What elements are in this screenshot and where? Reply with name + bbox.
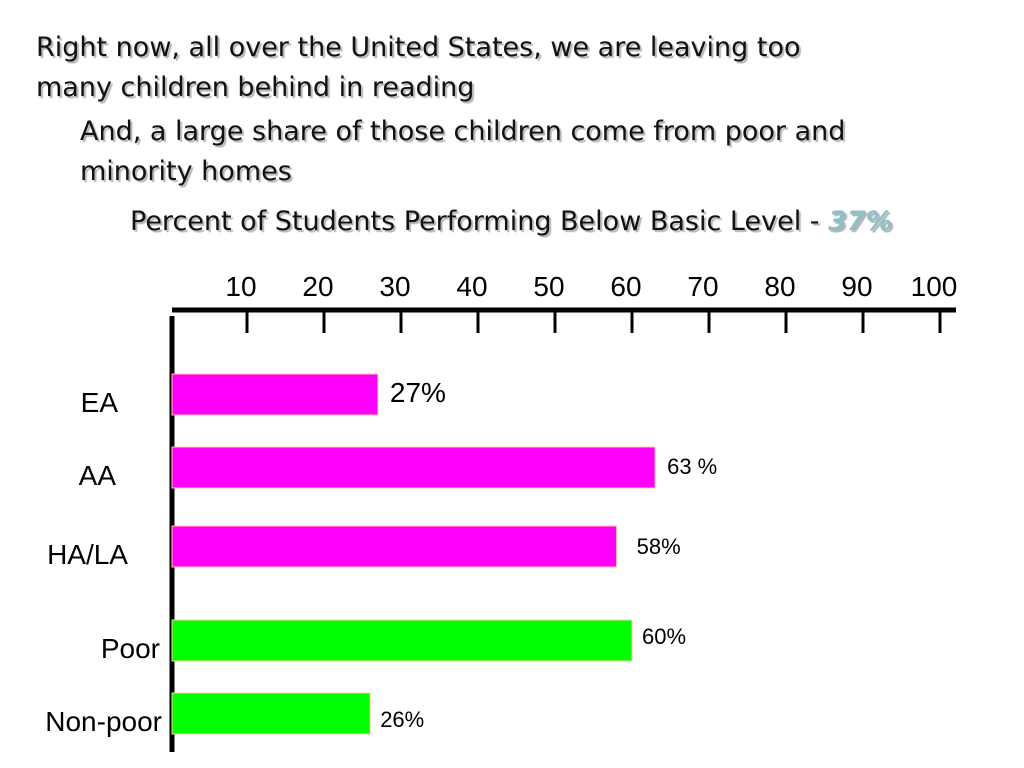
value-label-ha-la: 58% bbox=[637, 534, 681, 559]
category-label-non-poor: Non-poor bbox=[45, 706, 162, 737]
category-label-poor: Poor bbox=[101, 633, 160, 664]
bar-aa bbox=[171, 446, 656, 489]
value-label-poor: 60% bbox=[642, 624, 686, 649]
bar-non-poor bbox=[171, 692, 371, 735]
category-label-ea: EA bbox=[81, 387, 119, 418]
x-tick-label-10: 10 bbox=[225, 271, 256, 302]
value-label-non-poor: 26% bbox=[380, 707, 424, 732]
followup-line-2: minority homes bbox=[80, 156, 292, 187]
x-tick-label-30: 30 bbox=[379, 271, 410, 302]
chart-title: Percent of Students Performing Below Bas… bbox=[130, 204, 893, 240]
chart-title-text: Percent of Students Performing Below Bas… bbox=[130, 206, 829, 237]
category-label-ha-la: HA/LA bbox=[47, 539, 128, 570]
bar-ha-la bbox=[171, 525, 618, 568]
x-tick-label-50: 50 bbox=[533, 271, 564, 302]
x-tick-label-90: 90 bbox=[841, 271, 872, 302]
x-tick-label-70: 70 bbox=[687, 271, 718, 302]
x-tick-label-80: 80 bbox=[764, 271, 795, 302]
value-label-ea: 27% bbox=[390, 377, 446, 408]
value-label-aa: 63 % bbox=[667, 454, 717, 479]
intro-line-1: Right now, all over the United States, w… bbox=[36, 32, 801, 63]
x-tick-label-60: 60 bbox=[610, 271, 641, 302]
category-label-aa: AA bbox=[79, 460, 117, 491]
followup-statement: And, a large share of those children com… bbox=[80, 112, 845, 192]
intro-statement: Right now, all over the United States, w… bbox=[36, 28, 801, 108]
x-tick-label-100: 100 bbox=[911, 271, 958, 302]
followup-line-1: And, a large share of those children com… bbox=[80, 116, 846, 147]
intro-line-2: many children behind in reading bbox=[36, 72, 475, 103]
bar-poor bbox=[171, 619, 633, 662]
overall-percent: 37% bbox=[828, 206, 893, 237]
x-tick-label-40: 40 bbox=[456, 271, 487, 302]
bar-ea bbox=[171, 373, 379, 416]
x-tick-label-20: 20 bbox=[302, 271, 333, 302]
